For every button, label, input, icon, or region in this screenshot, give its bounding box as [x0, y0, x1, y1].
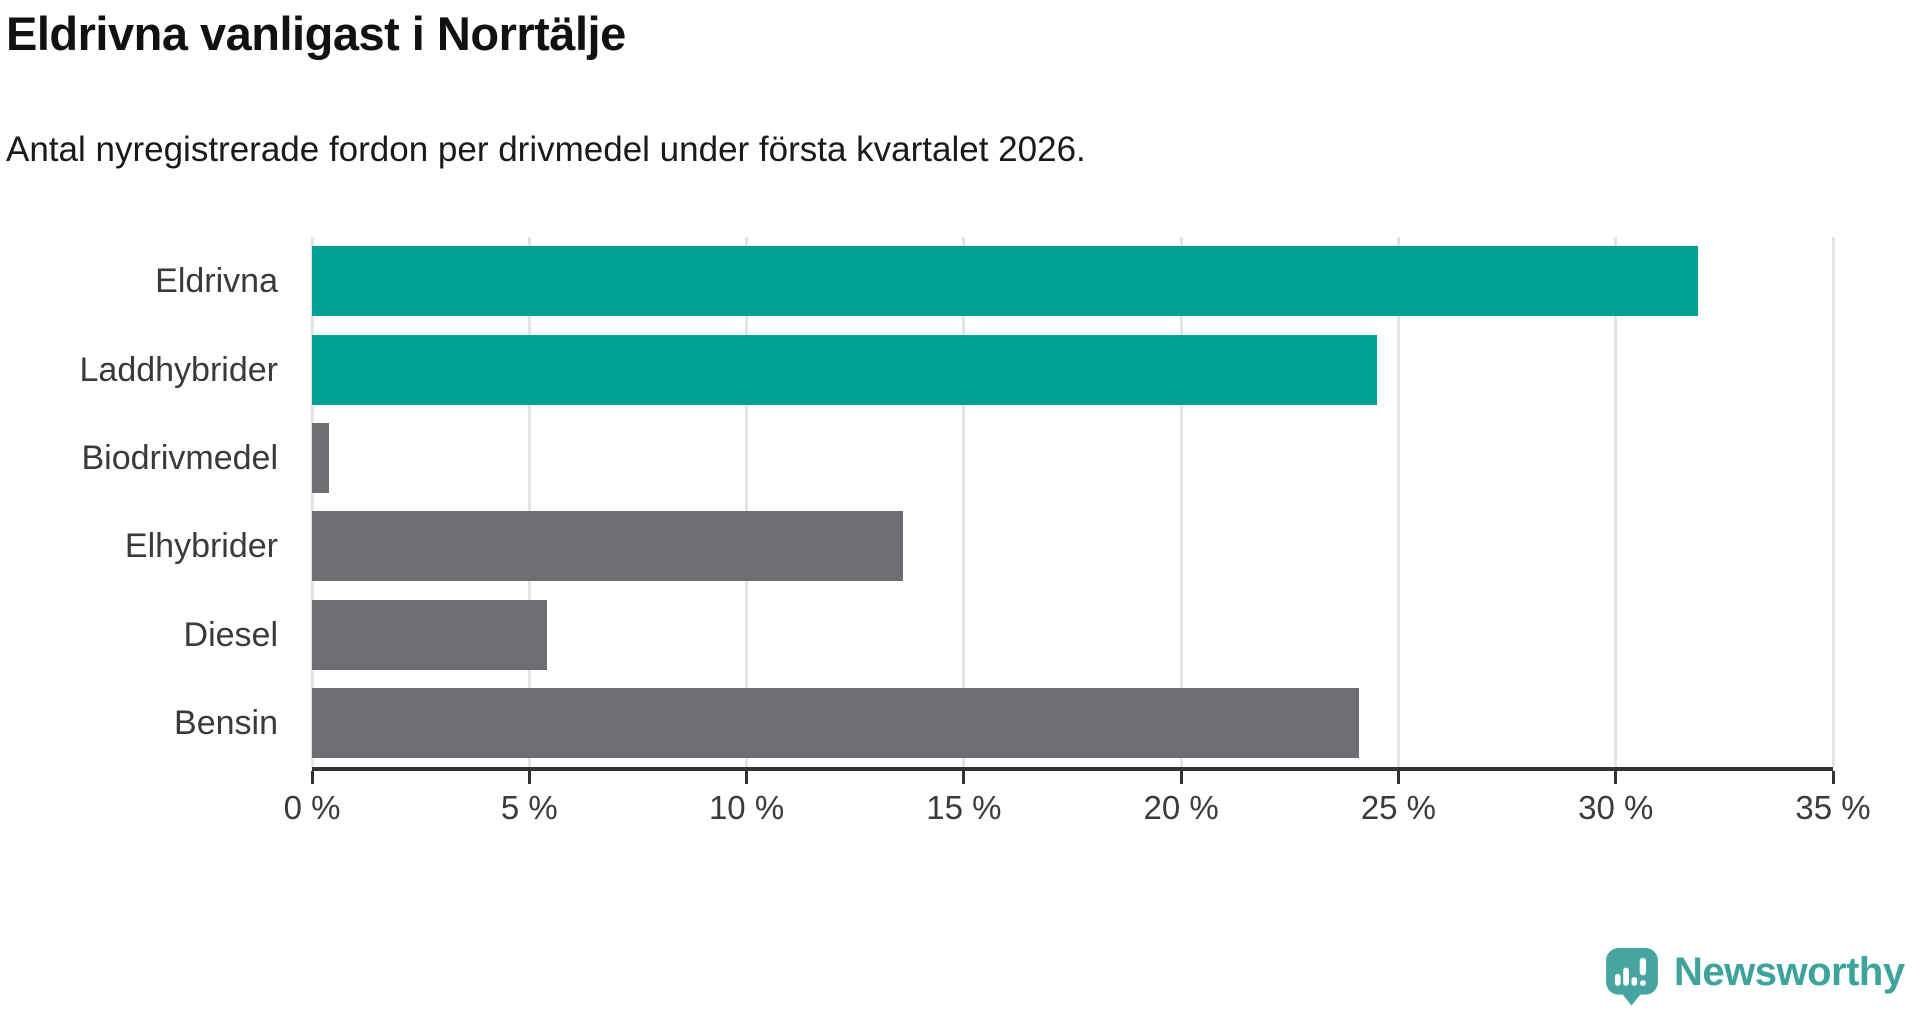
- bar-laddhybrider: [312, 334, 1377, 405]
- newsworthy-wordmark: Newsworthy: [1674, 950, 1905, 994]
- x-axis-tick-label: 10 %: [708, 789, 785, 826]
- bar-biodrivmedel: [312, 422, 330, 493]
- x-axis-tick-5: [527, 771, 531, 784]
- category-label-eldrivna: Eldrivna: [155, 262, 278, 301]
- category-label-elhybrider: Elhybrider: [124, 527, 278, 566]
- gridline-0: [310, 237, 314, 767]
- x-axis-tick-label: 20 %: [1143, 789, 1219, 826]
- gridline-20: [1179, 237, 1183, 767]
- category-label-diesel: Diesel: [183, 615, 278, 654]
- bar-bensin: [312, 687, 1360, 758]
- x-axis-tick-0: [310, 771, 314, 784]
- gridline-15: [962, 237, 966, 767]
- category-label-bensin: Bensin: [174, 703, 278, 742]
- x-axis-tick-20: [1179, 771, 1183, 784]
- gridline-10: [745, 237, 749, 767]
- x-axis-tick-label: 5 %: [500, 789, 558, 826]
- newsworthy-logo: Newsworthy: [1606, 948, 1905, 1006]
- bar-eldrivna: [312, 246, 1699, 317]
- chart-title: Eldrivna vanligast i Norrtälje: [6, 7, 626, 60]
- category-label-biodrivmedel: Biodrivmedel: [81, 438, 278, 477]
- x-axis-tick-15: [962, 771, 966, 784]
- x-axis-tick-label: 35 %: [1795, 789, 1871, 826]
- gridline-35: [1831, 237, 1835, 767]
- x-axis-tick-35: [1831, 771, 1835, 784]
- gridline-25: [1396, 237, 1400, 767]
- x-axis-tick-label: 0 %: [283, 789, 341, 826]
- category-label-laddhybrider: Laddhybrider: [79, 350, 278, 389]
- x-axis-line: [312, 767, 1833, 771]
- gridline-30: [1614, 237, 1618, 767]
- x-axis-tick-label: 30 %: [1578, 789, 1654, 826]
- x-axis-tick-30: [1614, 771, 1618, 784]
- bar-diesel: [312, 599, 547, 670]
- chart-subtitle: Antal nyregistrerade fordon per drivmede…: [6, 130, 1086, 169]
- x-axis-tick-label: 15 %: [926, 789, 1002, 826]
- x-axis-tick-10: [745, 771, 749, 784]
- x-axis-tick-label: 25 %: [1360, 789, 1437, 826]
- x-axis-tick-25: [1396, 771, 1400, 784]
- newsworthy-bubble-chart-icon: [1606, 948, 1658, 1006]
- bar-elhybrider: [312, 511, 904, 582]
- plot-area: 0 % 5 % 10 % 15 % 20 % 25 % 30 % 35 % Eldrivna La…: [80, 237, 1871, 826]
- gridline-5: [527, 237, 531, 767]
